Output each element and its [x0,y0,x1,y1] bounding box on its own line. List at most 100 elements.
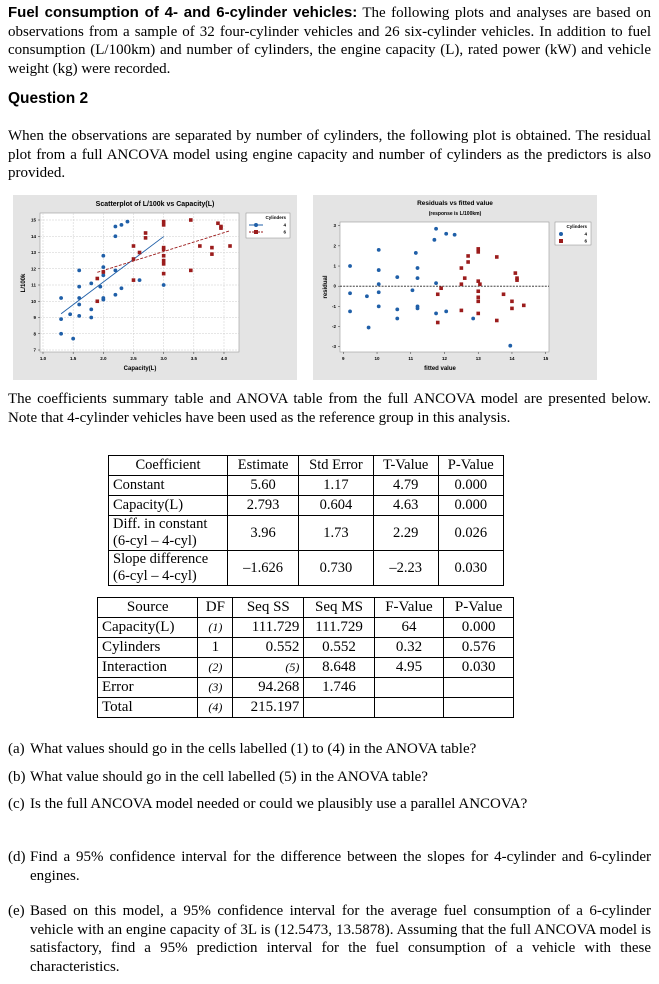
data-point-6-cyl [161,271,166,276]
data-point-6-cyl [189,218,193,222]
question-label: (a) [8,741,25,757]
cell: Total [96,697,199,718]
cell: 2.29 [372,515,439,551]
chart-title: Residuals vs fitted value [417,200,493,207]
data-point-6-cyl [476,250,481,254]
x-tick-label: 9 [342,356,345,361]
data-point-6-cyl [198,244,202,248]
cell: (2) [197,657,234,678]
cell [373,697,445,718]
data-point-6-cyl [513,271,518,275]
question-d: (d) Find a 95% confidence interval for th… [8,848,651,885]
data-point-4-cyl [77,284,82,289]
data-point-6-cyl [161,247,166,252]
data-point-4-cyl [376,304,381,309]
cell: 1.73 [298,515,374,551]
x-tick-label: 2.5 [130,356,137,361]
y-tick-label: 7 [33,348,36,353]
cell: Error [96,677,199,698]
x-tick-label: 13 [476,356,482,361]
data-point-6-cyl [161,253,166,258]
cell: 64 [373,617,445,638]
x-axis-label: fitted value [424,366,456,372]
data-point-6-cyl [131,278,136,282]
question-e: (e) Based on this model, a 95% confidence… [8,902,651,976]
cell: 111.729 [303,617,375,638]
data-point-6-cyl [476,299,481,304]
question-label: (d) [8,849,26,865]
data-point-4-cyl [59,317,63,322]
legend-label-6: 6 [283,230,286,235]
y-tick-label: 2 [333,243,336,248]
data-point-4-cyl [415,306,420,311]
x-tick-label: 2.0 [100,356,107,361]
question-text: Is the full ANCOVA model needed or could… [30,796,528,812]
data-point-4-cyl [77,302,82,307]
data-point-6-cyl [510,299,514,304]
cell: –2.23 [372,550,439,586]
cell: 215.197 [232,697,305,718]
table-row: Slope difference (6-cyl – 4-cyl) –1.626 0.… [108,550,505,586]
y-tick-label: -2 [332,324,336,329]
cell: (5) [232,657,305,678]
data-point-4-cyl [137,278,142,283]
data-point-6-cyl [435,320,440,325]
cell: Capacity(L) [96,617,199,638]
data-point-6-cyl [439,286,443,291]
cell: (3) [197,677,234,698]
question-b: (b) What value should go in the cell labe… [8,768,651,787]
y-tick-label: 9 [33,315,36,320]
table-row: Interaction (2) (5) 8.648 4.95 0.030 [96,657,514,678]
cell: (1) [197,617,234,638]
data-point-4-cyl [410,288,415,293]
data-point-6-cyl [161,223,166,227]
fit-line-4-cyl [60,236,164,315]
x-tick-label: 4.0 [221,356,228,361]
table-row: Cylinders 1 0.552 0.552 0.32 0.576 [96,637,514,658]
data-point-4-cyl [434,311,438,316]
data-point-4-cyl [508,343,513,348]
data-point-4-cyl [444,231,449,236]
data-point-4-cyl [119,286,124,291]
header-cell: DF [197,597,234,618]
data-point-4-cyl [434,281,438,286]
cell: 0.552 [232,637,305,658]
cell: 5.60 [226,475,300,496]
cell: 0.730 [298,550,374,586]
data-point-6-cyl [459,308,464,313]
data-point-4-cyl [366,325,371,330]
data-point-6-cyl [101,270,106,274]
cell: 94.268 [232,677,305,698]
x-tick-label: 3.5 [191,356,198,361]
y-tick-label: 0 [333,284,336,289]
data-point-4-cyl [89,315,94,320]
data-point-6-cyl [143,231,148,235]
data-point-4-cyl [376,282,381,287]
intro-text: The following plots and analyses are bas… [8,5,651,77]
table-header-row: Source DF Seq SS Seq MS F-Value P-Value [96,597,514,618]
cell: (4) [197,697,234,718]
header-cell: P-Value [437,455,505,476]
data-point-6-cyl [210,252,214,256]
legend-label-4: 4 [283,223,286,228]
cell: 4.95 [373,657,445,678]
question-text: What values should go in the cells label… [30,741,477,757]
data-point-4-cyl [101,273,106,278]
data-point-4-cyl [434,226,438,231]
header-cell: T-Value [372,455,439,476]
header-cell: Coefficient [108,455,228,476]
coefficients-table: Coefficient Estimate Std Error T-Value P… [108,455,505,586]
x-tick-label: 1.5 [70,356,77,361]
data-point-4-cyl [71,336,76,341]
question-c: (c) Is the full ANCOVA model needed or co… [8,795,651,814]
data-point-4-cyl [68,312,73,317]
data-point-6-cyl [137,250,142,255]
question-label: (c) [8,796,25,812]
data-point-4-cyl [395,275,400,280]
data-point-4-cyl [113,292,118,297]
data-point-4-cyl [444,309,449,314]
data-point-6-cyl [161,258,166,263]
data-point-6-cyl [189,268,193,273]
data-point-4-cyl [413,251,418,255]
question-text: Based on this model, a 95% confidence in… [30,903,651,975]
